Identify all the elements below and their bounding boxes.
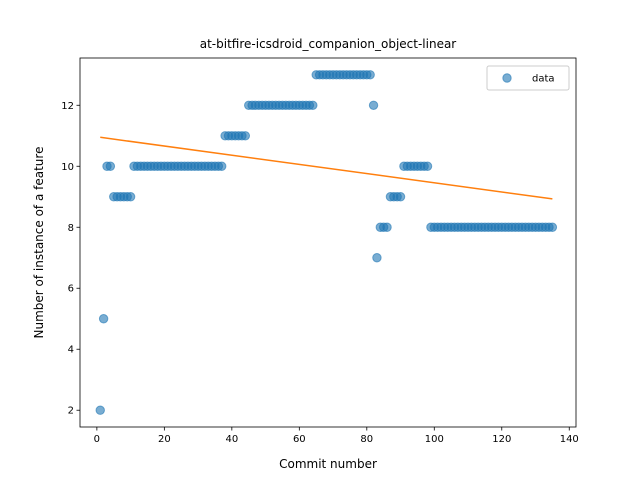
data-point	[240, 131, 251, 141]
data-point	[365, 70, 375, 80]
y-tick-label: 4	[68, 345, 74, 356]
legend: data	[486, 65, 570, 91]
x-tick-label: 100	[425, 434, 444, 445]
data-point	[395, 192, 406, 202]
data-point	[95, 405, 105, 415]
plot-frame	[79, 57, 577, 428]
data-point	[125, 192, 136, 202]
x-tick-label: 120	[492, 434, 511, 445]
x-tick-label: 80	[360, 434, 373, 445]
y-tick-label: 2	[68, 406, 74, 417]
data-point	[372, 253, 382, 263]
y-tick-label: 12	[61, 101, 74, 112]
y-axis-label: Number of instance of a feature	[32, 147, 46, 339]
chart-title: at-bitfire-icsdroid_companion_object-lin…	[200, 37, 457, 51]
x-tick-label: 20	[158, 434, 171, 445]
y-tick-label: 10	[61, 162, 74, 173]
data-point	[382, 222, 392, 232]
data-point	[98, 314, 109, 324]
data-point	[105, 161, 116, 171]
x-tick-label: 60	[293, 434, 306, 445]
data-point	[547, 222, 558, 232]
x-tick-label: 40	[225, 434, 238, 445]
x-tick-label: 140	[560, 434, 579, 445]
x-tick-label: 0	[94, 434, 100, 445]
legend-marker	[502, 73, 512, 83]
data-point	[308, 100, 318, 110]
legend-box	[486, 65, 570, 91]
y-tick-label: 8	[68, 223, 74, 234]
y-tick-label: 6	[68, 284, 74, 295]
plot-area	[95, 70, 558, 415]
data-point	[422, 161, 433, 171]
x-axis-label: Commit number	[279, 457, 377, 471]
trend-line	[100, 136, 553, 200]
data-point	[217, 161, 227, 171]
legend-label: data	[532, 74, 555, 85]
data-point	[368, 100, 379, 110]
